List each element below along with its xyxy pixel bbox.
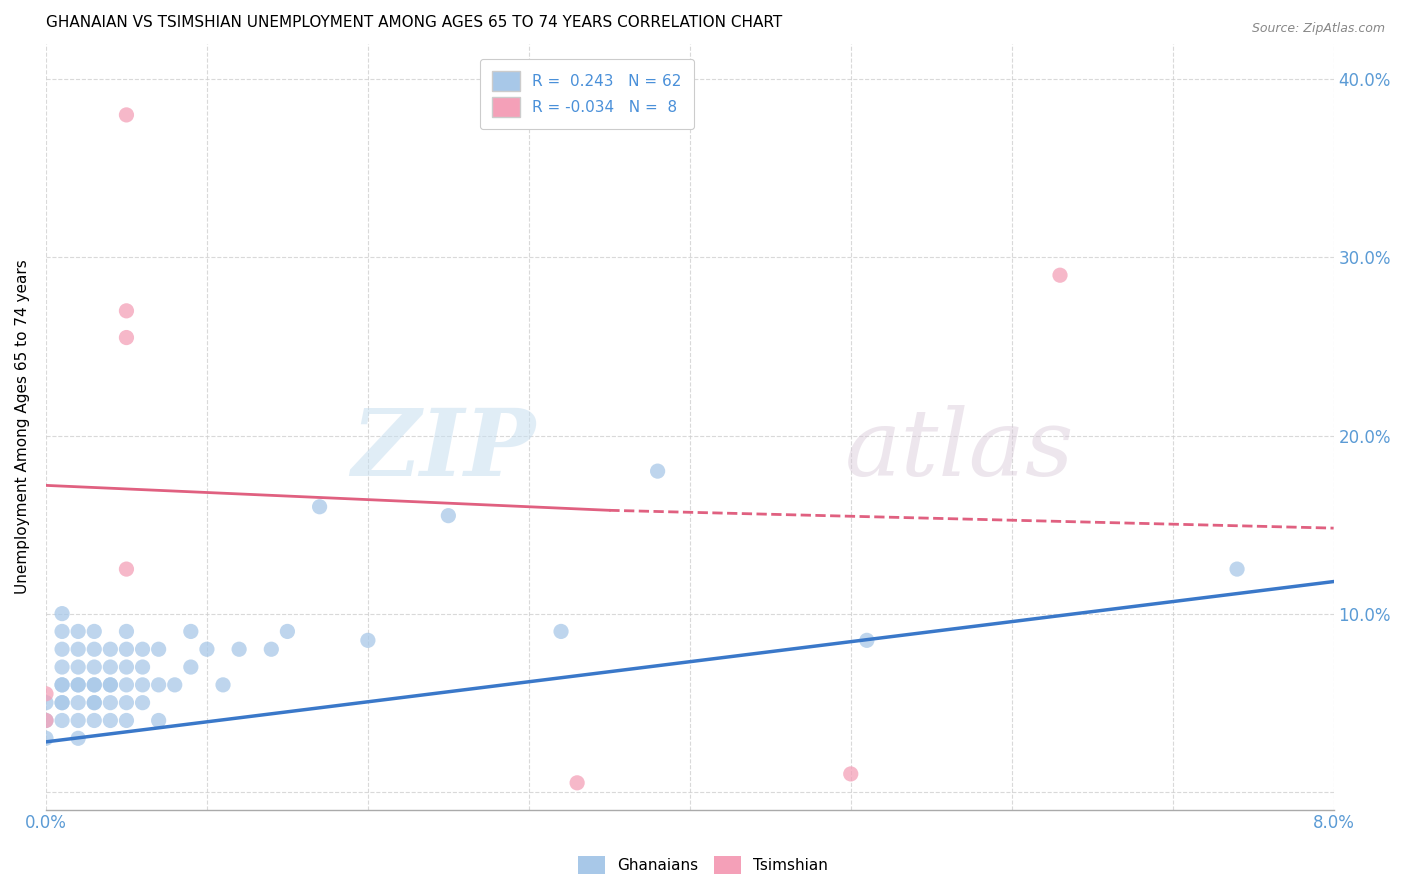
Point: [67, 714, 90, 728]
Point: [67, 642, 90, 657]
Point: [148, 642, 170, 657]
Point: [83, 678, 105, 692]
Point: [212, 678, 235, 692]
Point: [565, 776, 588, 790]
Point: [98, 678, 121, 692]
Point: [228, 642, 250, 657]
Point: [35, 696, 58, 710]
Point: [1049, 268, 1071, 283]
Point: [148, 678, 170, 692]
Point: [115, 660, 138, 674]
Point: [856, 633, 879, 648]
Point: [131, 642, 153, 657]
Point: [115, 562, 138, 576]
Legend: Ghanaians, Tsimshian: Ghanaians, Tsimshian: [571, 850, 835, 880]
Point: [98, 642, 121, 657]
Point: [51, 642, 73, 657]
Point: [51, 714, 73, 728]
Point: [51, 696, 73, 710]
Point: [131, 678, 153, 692]
Point: [437, 508, 460, 523]
Point: [550, 624, 572, 639]
Point: [195, 642, 218, 657]
Point: [35, 687, 58, 701]
Point: [131, 696, 153, 710]
Point: [163, 678, 186, 692]
Point: [1226, 562, 1249, 576]
Point: [83, 696, 105, 710]
Point: [67, 660, 90, 674]
Point: [51, 696, 73, 710]
Legend: R =  0.243   N = 62, R = -0.034   N =  8: R = 0.243 N = 62, R = -0.034 N = 8: [479, 59, 693, 128]
Point: [115, 624, 138, 639]
Point: [131, 660, 153, 674]
Point: [839, 767, 862, 781]
Point: [98, 678, 121, 692]
Point: [67, 731, 90, 746]
Point: [51, 678, 73, 692]
Point: [115, 642, 138, 657]
Point: [83, 678, 105, 692]
Point: [647, 464, 669, 478]
Point: [51, 660, 73, 674]
Point: [180, 660, 202, 674]
Point: [35, 731, 58, 746]
Point: [83, 660, 105, 674]
Point: [83, 624, 105, 639]
Point: [51, 624, 73, 639]
Point: [308, 500, 330, 514]
Point: [67, 678, 90, 692]
Point: [115, 714, 138, 728]
Text: ZIP: ZIP: [352, 405, 536, 494]
Point: [35, 714, 58, 728]
Point: [357, 633, 380, 648]
Text: GHANAIAN VS TSIMSHIAN UNEMPLOYMENT AMONG AGES 65 TO 74 YEARS CORRELATION CHART: GHANAIAN VS TSIMSHIAN UNEMPLOYMENT AMONG…: [46, 15, 782, 30]
Point: [98, 696, 121, 710]
Point: [51, 678, 73, 692]
Point: [115, 330, 138, 344]
Point: [35, 714, 58, 728]
Point: [83, 642, 105, 657]
Point: [180, 624, 202, 639]
Point: [98, 714, 121, 728]
Point: [148, 714, 170, 728]
Point: [115, 303, 138, 318]
Point: [115, 678, 138, 692]
Point: [67, 624, 90, 639]
Y-axis label: Unemployment Among Ages 65 to 74 years: Unemployment Among Ages 65 to 74 years: [15, 260, 30, 594]
Point: [276, 624, 298, 639]
Text: atlas: atlas: [845, 405, 1074, 494]
Point: [115, 108, 138, 122]
Point: [83, 714, 105, 728]
Point: [115, 696, 138, 710]
Point: [51, 607, 73, 621]
Point: [67, 678, 90, 692]
Point: [67, 696, 90, 710]
Point: [260, 642, 283, 657]
Point: [83, 696, 105, 710]
Point: [98, 660, 121, 674]
Text: Source: ZipAtlas.com: Source: ZipAtlas.com: [1251, 22, 1385, 36]
